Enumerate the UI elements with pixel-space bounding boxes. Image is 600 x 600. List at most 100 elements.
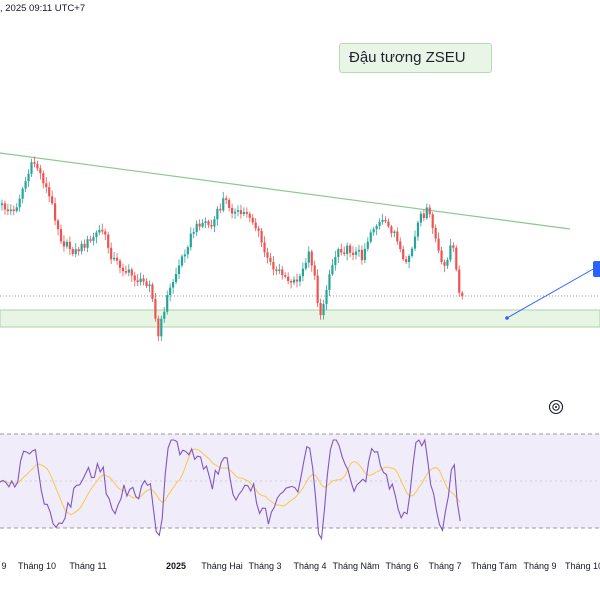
candle-body [113, 257, 116, 260]
candle [236, 205, 240, 217]
candle [381, 213, 384, 225]
candle [180, 254, 184, 268]
candle [74, 243, 77, 258]
candle [139, 272, 142, 286]
candle-body [30, 162, 33, 174]
projection-arrow [505, 267, 596, 320]
candle-body [446, 259, 449, 266]
candle [27, 169, 30, 187]
x-axis-tick-label: Tháng 11 [69, 561, 106, 571]
candle [343, 246, 346, 257]
candle [242, 207, 245, 217]
candle [319, 298, 322, 320]
candle-body [351, 252, 355, 255]
candle [210, 219, 213, 230]
candle-body [292, 279, 296, 283]
candle-body [322, 303, 325, 316]
candle-body [83, 243, 86, 248]
candle [360, 245, 363, 265]
candle [160, 315, 163, 341]
candle-body [172, 282, 175, 288]
candle-body [225, 198, 228, 200]
candle [110, 242, 113, 265]
candle [201, 219, 204, 229]
candle-body [186, 247, 189, 255]
candle-body [393, 231, 396, 234]
candle-body [71, 249, 74, 254]
candle [366, 237, 369, 252]
candle-body [408, 255, 411, 263]
candle [89, 235, 92, 243]
projection-line [506, 267, 596, 319]
candle-body [405, 259, 408, 263]
candle-body [110, 247, 113, 260]
candle-body [387, 221, 390, 227]
candle [313, 260, 316, 280]
candle-body [166, 295, 169, 312]
candle [419, 211, 422, 227]
candle [104, 228, 107, 240]
candle-body [154, 298, 157, 319]
candle [428, 204, 431, 218]
candle [80, 240, 83, 255]
candle-body [266, 252, 269, 258]
candle [121, 263, 125, 277]
candle [372, 226, 375, 236]
candle [405, 256, 408, 265]
candle-body [290, 280, 293, 283]
alert-icon-ring [548, 399, 564, 415]
candle-body [304, 262, 307, 269]
candle-body [42, 173, 45, 184]
candle [340, 243, 343, 256]
candle-body [231, 207, 234, 214]
candle-body [48, 187, 51, 197]
candle [449, 238, 452, 263]
candle [0, 199, 4, 211]
candle-body [284, 275, 287, 277]
candle-body [219, 208, 222, 211]
x-axis-tick-label: 2025 [166, 561, 186, 571]
candle-body [425, 207, 428, 219]
candle [157, 315, 160, 341]
candle [290, 279, 293, 289]
candle [174, 267, 178, 285]
candle-body [192, 232, 195, 234]
candle-body [54, 203, 57, 221]
candle-body [228, 199, 231, 208]
x-axis-tick-label: Tháng 6 [385, 561, 418, 571]
candle [95, 230, 98, 244]
candle [295, 273, 299, 288]
candle [248, 211, 251, 223]
candle-body [360, 249, 363, 261]
candle-body [319, 303, 322, 316]
alert-icon-dot [555, 406, 557, 408]
candle [425, 203, 428, 220]
candle [62, 235, 66, 252]
projection-start-dot [505, 316, 509, 320]
candle-body [142, 278, 145, 282]
candle-body [169, 287, 172, 296]
rsi-ma-line [0, 448, 461, 516]
candle [166, 290, 169, 315]
candle-body [80, 243, 83, 252]
candle [387, 218, 390, 228]
candle [378, 218, 381, 230]
candle-body [130, 269, 133, 276]
candle [204, 217, 207, 229]
candle-body [236, 210, 240, 212]
candle-body [56, 220, 60, 230]
candle [148, 280, 151, 293]
candle [222, 191, 225, 213]
candle [304, 257, 307, 271]
x-axis-tick-label: Tháng Hai [201, 561, 243, 571]
candle [301, 262, 304, 282]
candle-body [104, 231, 107, 235]
candle [399, 237, 402, 253]
candle [292, 276, 296, 286]
candle [328, 269, 331, 297]
candle-body [313, 265, 316, 276]
candle-body [410, 248, 414, 256]
candlestick-series [0, 156, 464, 341]
candle-body [263, 242, 266, 253]
